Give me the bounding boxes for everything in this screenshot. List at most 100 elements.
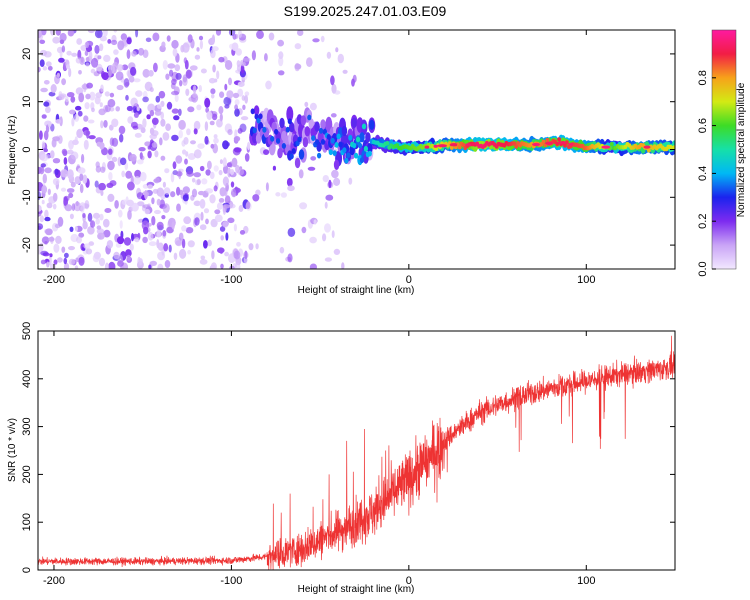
noise-point [162, 181, 166, 188]
spectrum-mark [369, 119, 375, 130]
noise-point [63, 262, 70, 269]
noise-point [93, 212, 100, 219]
noise-point [113, 30, 118, 33]
noise-point [136, 192, 144, 200]
noise-point [131, 202, 139, 212]
noise-point [187, 34, 193, 43]
noise-point [80, 205, 85, 213]
noise-point [153, 62, 158, 73]
noise-point [214, 214, 223, 223]
noise-point [57, 257, 63, 263]
noise-point [255, 243, 259, 250]
noise-point [194, 217, 200, 226]
noise-point [162, 230, 167, 237]
noise-point [127, 116, 134, 124]
noise-point [185, 69, 192, 79]
spectrum-mark [258, 113, 263, 120]
noise-point [89, 91, 96, 101]
noise-point [334, 90, 341, 95]
noise-point [265, 80, 272, 90]
noise-point [164, 168, 170, 174]
noise-point [120, 33, 128, 41]
noise-point [134, 169, 142, 179]
noise-point [156, 230, 161, 238]
noise-point [86, 129, 90, 139]
spectrum-mark [328, 149, 333, 156]
noise-point [130, 97, 138, 107]
noise-point [235, 48, 242, 56]
noise-point [225, 232, 229, 241]
snr-ytick-label: 200 [21, 465, 33, 483]
spectrum-mark [348, 134, 353, 141]
noise-point [125, 249, 132, 258]
noise-point [192, 85, 197, 94]
noise-point [209, 171, 215, 180]
noise-point [63, 196, 69, 207]
noise-point [152, 188, 159, 194]
noise-point [100, 84, 104, 93]
noise-point [60, 187, 67, 192]
spectrum-mark [320, 139, 326, 145]
noise-point [111, 39, 118, 46]
noise-point [126, 37, 132, 45]
noise-point [182, 149, 187, 155]
colorbar-ticks: 0.0 0.2 0.4 0.6 0.8 [697, 70, 716, 277]
noise-point [279, 246, 285, 254]
noise-point [161, 41, 166, 48]
noise-point [69, 213, 74, 220]
noise-point [196, 104, 202, 111]
noise-point [85, 57, 90, 62]
noise-point [198, 190, 205, 196]
noise-point [78, 232, 85, 238]
noise-point [351, 78, 355, 87]
noise-point [124, 162, 129, 171]
colorbar-frame [711, 29, 737, 270]
noise-point [229, 169, 235, 175]
spectrum-mark [541, 139, 546, 145]
spectrum-mark [288, 122, 295, 133]
noise-point [46, 202, 53, 209]
spectrogram-xtick-label: -200 [43, 274, 65, 286]
noise-point [97, 55, 102, 60]
noise-point [98, 43, 104, 52]
noise-point [176, 203, 181, 212]
spectrogram-ytick-label: 20 [21, 48, 33, 60]
noise-point [93, 251, 101, 260]
noise-point [83, 139, 89, 150]
noise-point [237, 81, 245, 87]
noise-point [45, 106, 51, 114]
noise-point [223, 165, 229, 174]
noise-point [159, 199, 165, 208]
spectrum-mark [307, 114, 312, 121]
noise-point [43, 130, 49, 141]
noise-point [320, 35, 325, 43]
noise-point [88, 241, 95, 246]
noise-point [41, 114, 47, 119]
noise-point [309, 236, 317, 244]
noise-point [179, 80, 183, 87]
noise-point [189, 65, 198, 71]
snr-ylabel: SNR (10 * v/v) [7, 418, 18, 482]
noise-point [172, 48, 178, 57]
spectrum-peak [437, 144, 448, 148]
spectrum-mark [344, 157, 349, 164]
snr-xtick-label: -200 [43, 575, 65, 587]
noise-point [203, 240, 208, 249]
noise-point [108, 171, 113, 181]
noise-point [85, 248, 93, 255]
noise-point [142, 68, 150, 78]
noise-point [40, 49, 47, 57]
noise-point [205, 169, 211, 176]
spectrum-peak [531, 142, 541, 147]
noise-point [167, 63, 176, 69]
noise-point [331, 169, 339, 179]
noise-point [111, 156, 118, 163]
noise-point [39, 59, 45, 67]
noise-point [165, 73, 170, 80]
noise-point [310, 156, 317, 161]
noise-point [148, 70, 154, 77]
spectrum-mark [311, 135, 316, 142]
noise-point [342, 69, 348, 74]
noise-point [306, 57, 313, 67]
